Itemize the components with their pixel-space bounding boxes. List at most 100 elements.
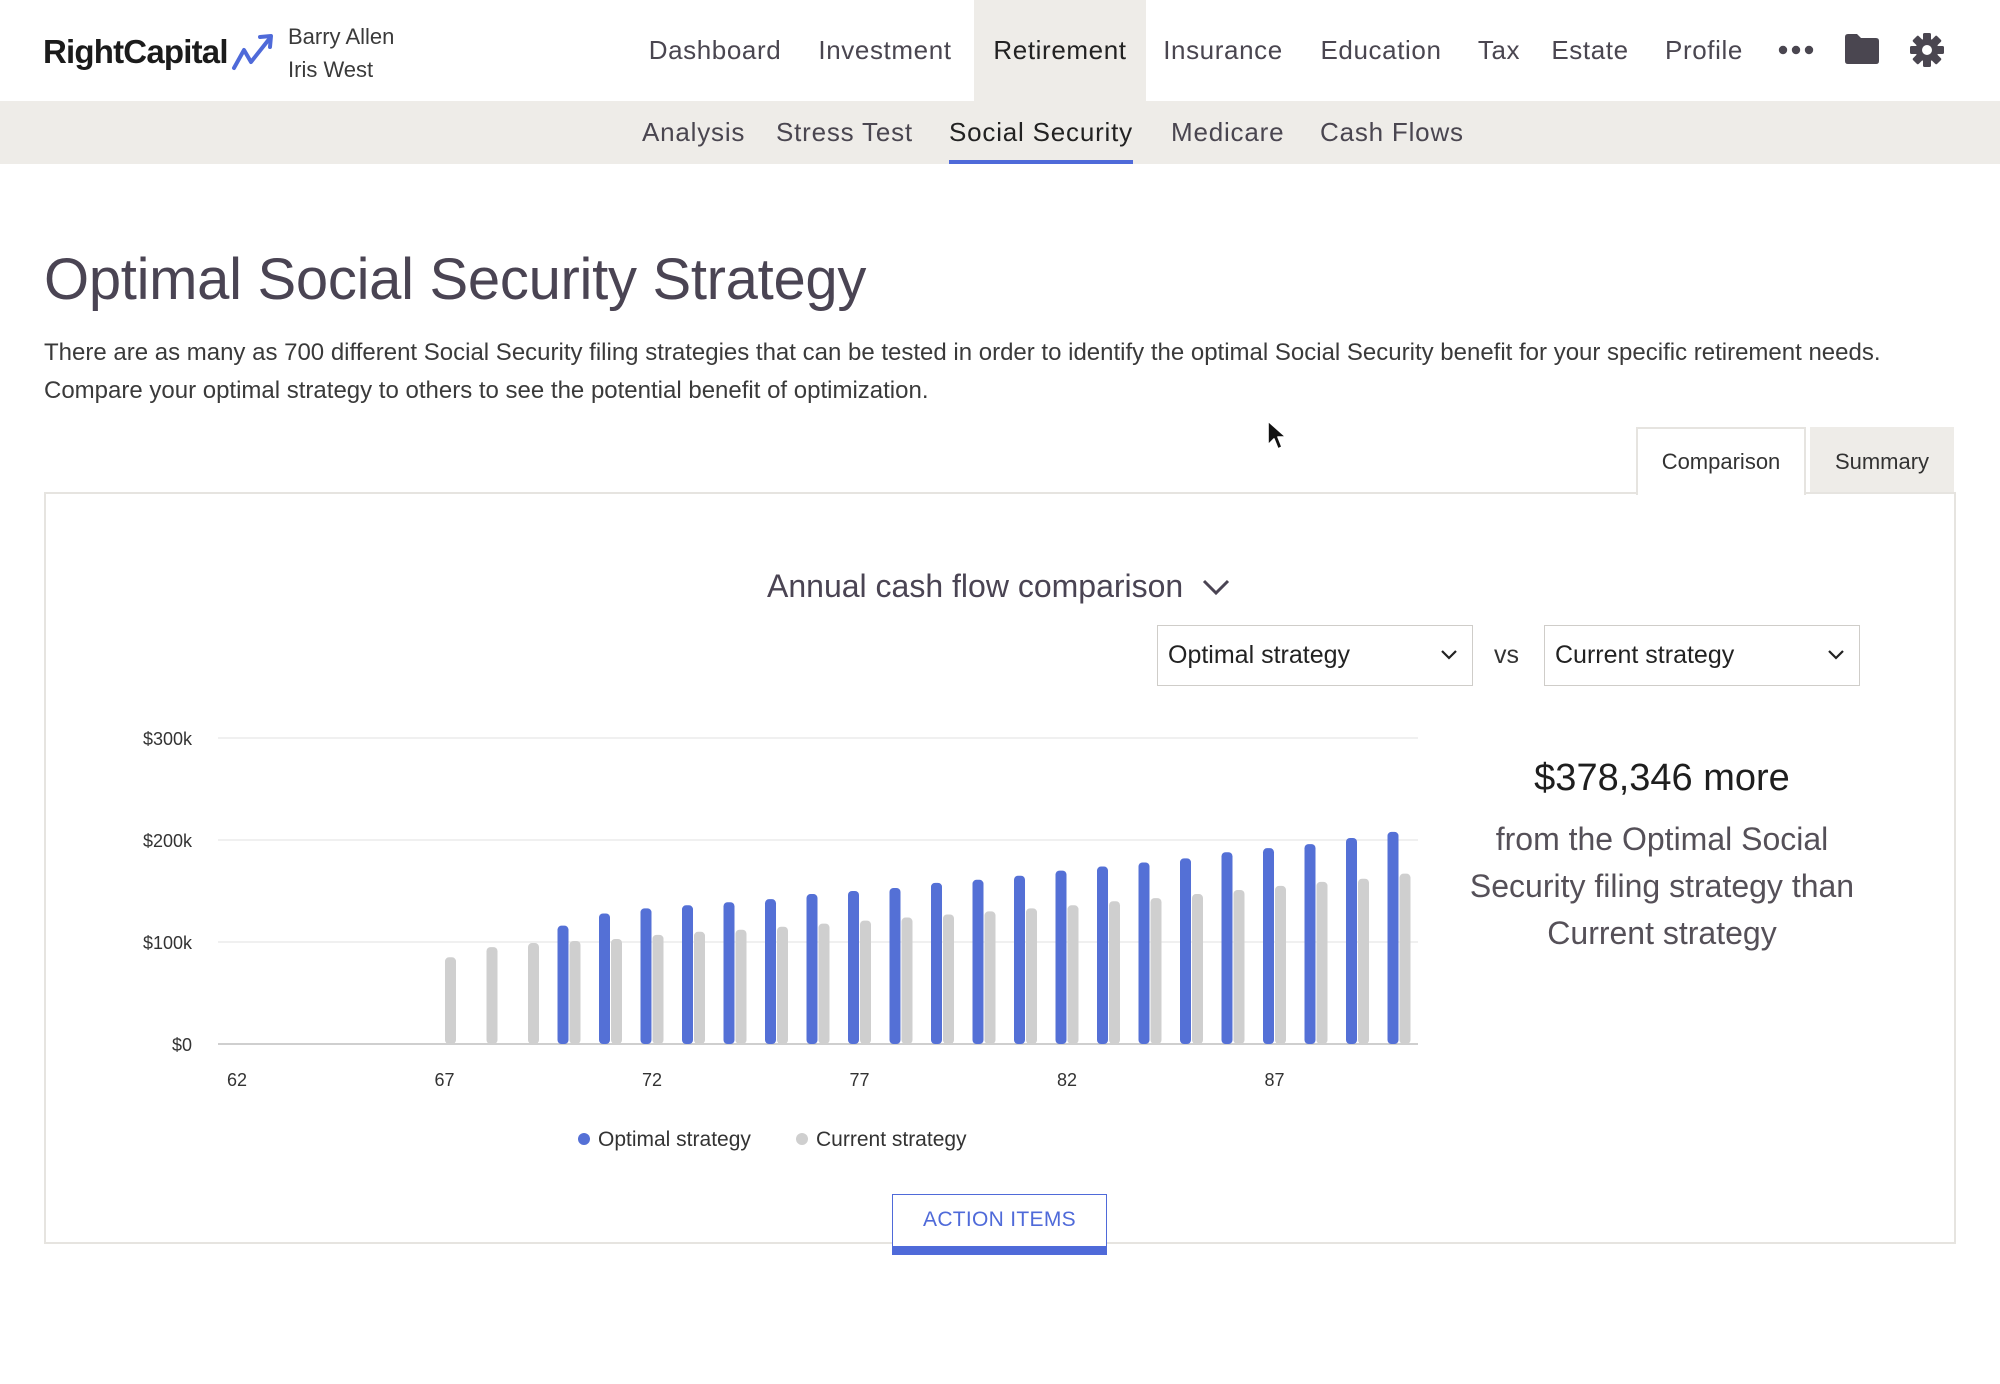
current-strategy-bar <box>1358 878 1369 1044</box>
vs-label: vs <box>1494 641 1519 669</box>
current-strategy-bar <box>1150 898 1162 1044</box>
x-tick-label: 82 <box>1057 1070 1077 1090</box>
nav-investment[interactable]: Investment <box>818 35 952 65</box>
chevron-down-icon <box>1203 579 1230 595</box>
strategy-select-left-value: Optimal strategy <box>1168 641 1351 669</box>
strategy-select-right-value: Current strategy <box>1555 641 1735 669</box>
current-strategy-bar <box>1067 905 1079 1044</box>
optimal-strategy-bar <box>599 913 610 1044</box>
optimal-strategy-bar <box>1346 837 1357 1044</box>
subnav-analysis[interactable]: Analysis <box>642 117 746 147</box>
x-tick-label: 62 <box>227 1070 247 1090</box>
subnav-cash-flows[interactable]: Cash Flows <box>1320 117 1464 147</box>
current-strategy-bar <box>984 911 996 1044</box>
gear-icon[interactable] <box>1909 32 1945 68</box>
legend-label: Current strategy <box>816 1128 967 1151</box>
current-strategy-bar <box>1026 908 1037 1044</box>
optimal-strategy-bar <box>1138 862 1150 1044</box>
current-strategy-bar <box>652 934 664 1044</box>
rightcapital-logo[interactable]: RightCapital <box>43 28 276 76</box>
client-names[interactable]: Barry Allen Iris West <box>288 20 394 86</box>
logo-text: RightCapital <box>43 33 229 70</box>
current-strategy-bar <box>445 957 456 1044</box>
current-strategy-bar <box>735 929 747 1044</box>
optimal-strategy-bar <box>557 925 569 1044</box>
current-strategy-bar <box>694 931 705 1044</box>
comparison-panel <box>44 492 1956 1244</box>
optimal-strategy-bar <box>848 891 859 1044</box>
optimal-strategy-bar <box>1097 866 1108 1044</box>
current-strategy-bar <box>777 926 788 1044</box>
optimal-strategy-bar <box>1055 870 1067 1044</box>
current-strategy-bar <box>528 943 539 1044</box>
current-strategy-bar <box>569 940 581 1044</box>
action-items-button[interactable]: ACTION ITEMS <box>892 1194 1107 1255</box>
more-icon[interactable] <box>1778 44 1814 56</box>
y-tick-label: $0 <box>172 1035 192 1055</box>
nav-education[interactable]: Education <box>1320 35 1442 65</box>
optimal-strategy-bar <box>682 905 693 1044</box>
current-strategy-bar <box>1109 901 1120 1044</box>
current-strategy-bar <box>1275 885 1286 1044</box>
current-strategy-bar <box>1233 889 1245 1044</box>
page-title: Optimal Social Security Strategy <box>44 247 867 312</box>
optimal-strategy-bar <box>1014 875 1025 1044</box>
top-header: RightCapital Barry Allen Iris West Dashb… <box>0 0 2000 101</box>
current-strategy-bar <box>901 917 913 1044</box>
optimal-strategy-bar <box>1263 848 1274 1044</box>
legend-marker <box>578 1133 590 1145</box>
mouse-cursor-icon <box>1267 420 1287 450</box>
chevron-down-icon <box>1828 650 1844 660</box>
y-tick-label: $300k <box>143 729 193 749</box>
benefit-summary: $378,346 more from the Optimal Social Se… <box>1440 752 1884 957</box>
nav-profile[interactable]: Profile <box>1665 35 1743 65</box>
chart-type-dropdown[interactable]: Annual cash flow comparison <box>767 568 1231 605</box>
cash-flow-bar-chart: $0 $100k $200k $300k 62 67 72 77 82 87 Optimal str… <box>143 729 1418 1151</box>
optimal-strategy-bar <box>723 902 735 1044</box>
folder-icon[interactable] <box>1844 33 1880 65</box>
subnav-medicare[interactable]: Medicare <box>1171 117 1285 147</box>
x-tick-label: 87 <box>1264 1070 1284 1090</box>
nav-estate[interactable]: Estate <box>1551 35 1629 65</box>
tab-summary[interactable]: Summary <box>1810 427 1954 493</box>
y-tick-label: $200k <box>143 831 193 851</box>
client-name-spouse: Iris West <box>288 57 374 82</box>
chart-heading-label: Annual cash flow comparison <box>767 568 1184 604</box>
benefit-amount: $378,346 more <box>1534 757 1790 799</box>
current-strategy-bar <box>860 920 871 1044</box>
legend-marker <box>796 1133 808 1145</box>
chevron-down-icon <box>1441 650 1457 660</box>
trend-arrow-icon <box>231 34 273 70</box>
strategy-select-left[interactable]: Optimal strategy <box>1157 625 1473 686</box>
x-tick-label: 72 <box>642 1070 662 1090</box>
nav-retirement[interactable]: Retirement <box>974 0 1146 101</box>
sub-navigation: Analysis Stress Test Social Security Med… <box>0 101 2000 164</box>
subnav-social-security[interactable]: Social Security <box>949 101 1133 164</box>
current-strategy-bar <box>611 938 622 1044</box>
subnav-stress-test[interactable]: Stress Test <box>776 117 913 147</box>
current-strategy-bar <box>1399 873 1411 1044</box>
benefit-description: from the Optimal Social Security filing … <box>1469 821 1855 951</box>
x-tick-label: 77 <box>849 1070 869 1090</box>
optimal-strategy-bar <box>1221 852 1233 1044</box>
optimal-strategy-bar <box>931 882 942 1044</box>
y-tick-label: $100k <box>143 933 193 953</box>
optimal-strategy-bar <box>1180 858 1191 1044</box>
current-strategy-bar <box>486 947 498 1044</box>
legend-label: Optimal strategy <box>598 1128 751 1151</box>
optimal-strategy-bar <box>1387 831 1399 1044</box>
current-strategy-bar <box>1316 881 1328 1044</box>
x-tick-label: 67 <box>434 1070 454 1090</box>
nav-dashboard[interactable]: Dashboard <box>648 35 782 65</box>
nav-insurance[interactable]: Insurance <box>1163 35 1283 65</box>
optimal-strategy-bar <box>640 908 652 1044</box>
client-name-primary: Barry Allen <box>288 24 395 49</box>
optimal-strategy-bar <box>972 879 984 1044</box>
strategy-select-right[interactable]: Current strategy <box>1544 625 1860 686</box>
tab-comparison[interactable]: Comparison <box>1636 427 1806 495</box>
optimal-strategy-bar <box>806 894 818 1044</box>
nav-tax[interactable]: Tax <box>1477 35 1521 65</box>
page-description: There are as many as 700 different Socia… <box>44 339 1881 404</box>
current-strategy-bar <box>818 923 830 1044</box>
optimal-strategy-bar <box>889 887 901 1044</box>
